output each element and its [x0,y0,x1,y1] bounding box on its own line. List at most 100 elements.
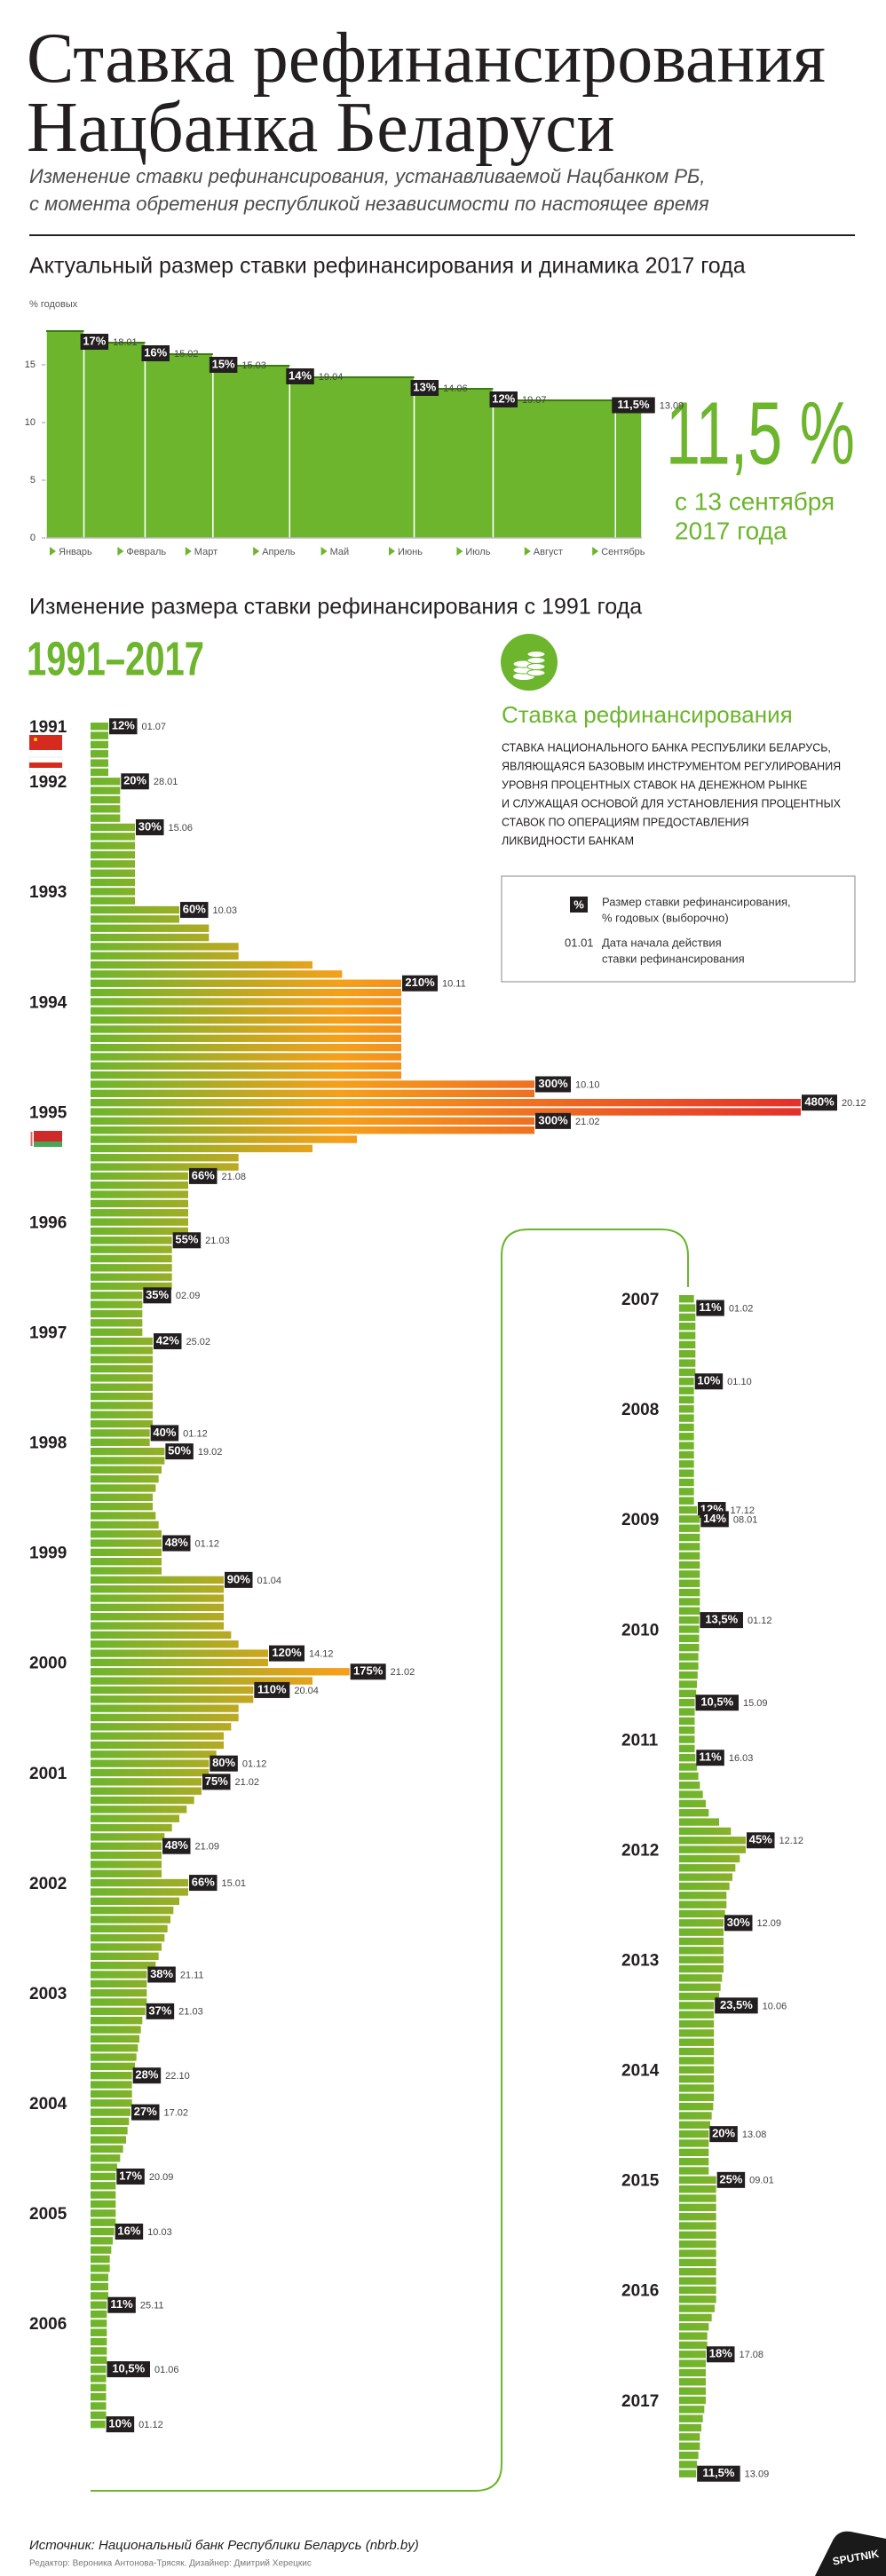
bar [91,740,108,749]
bar [91,1878,188,1887]
date-label: 15.09 [743,1698,768,1709]
value-label-box [107,2296,136,2313]
bar [679,1992,719,2001]
bar [91,1098,801,1107]
bar [91,1594,224,1602]
date-label: 19.04 [319,372,344,383]
bar [679,1782,700,1790]
date-label: 19.07 [522,395,547,406]
bar [679,2194,716,2202]
date-label: 15.01 [222,1878,247,1889]
value-label: 12% [112,719,135,732]
bar [679,2029,715,2037]
date-label: 18.01 [113,337,138,348]
bar [91,1851,162,1860]
bar [679,2157,709,2166]
date-label: 16.03 [729,1753,754,1764]
bar [679,1588,700,1597]
date-label: 28.01 [154,777,178,787]
bar [679,1864,736,1872]
value-label-box [696,1750,724,1766]
bar [91,1576,224,1584]
bar [679,1698,695,1707]
bar [679,2139,709,2147]
value-label: 10,5% [112,2362,145,2375]
value-label: 27% [134,2105,157,2118]
value-label-box [695,1695,739,1711]
bar [91,1631,232,1640]
bar [91,1897,179,1905]
value-label-box [141,345,170,361]
bar [91,1924,168,1932]
date-label: 17.02 [164,2107,189,2118]
info-text: СТАВКА НАЦИОНАЛЬНОГО БАНКА РЕСПУБЛИКИ БЕ… [502,741,842,847]
value-label-box [189,1167,218,1184]
value-label: 300% [538,1113,568,1126]
bar [679,1680,697,1688]
bar [91,1025,401,1033]
connector [91,1229,689,2492]
bar [679,2249,716,2257]
bar [91,2237,113,2245]
bar [91,2044,138,2052]
bar [91,1998,147,2006]
bar [91,1135,357,1143]
year-label: 1997 [29,1324,67,1342]
value-label-box [136,818,164,835]
bar [91,878,135,887]
date-label: 15.06 [169,823,194,834]
date-label: 17.12 [731,1505,755,1516]
bar [91,1144,312,1153]
bar [91,1686,254,1695]
info-line: ЯВЛЯЮЩАЯСЯ БАЗОВЫМ ИНСТРУМЕНТОМ РЕГУЛИРО… [502,760,841,772]
date-label: 12.12 [779,1836,804,1846]
bar [679,1790,703,1798]
bar [679,1827,732,1836]
bar [91,1089,534,1098]
bar [91,998,401,1006]
callout: 11,5 % с 13 сентября 2017 года [666,383,855,544]
bar [679,2406,705,2414]
bar [679,2047,715,2056]
bar [91,1172,188,1181]
bar [91,1658,268,1667]
bar [91,1438,150,1446]
bar [91,1502,153,1511]
date-label: 21.08 [222,1172,247,1182]
year-label: 2000 [29,1655,67,1673]
bar [91,1814,179,1822]
bar [91,1961,156,1970]
bar [679,1708,695,1716]
bar [91,1154,239,1162]
bar [91,750,108,758]
value-label-box [225,1571,253,1588]
bar [91,1374,153,1382]
value-label: 11,5% [702,2466,735,2479]
bar [679,2313,712,2322]
bar [91,833,135,841]
bar [679,2167,709,2175]
value-label: 40% [153,1426,176,1439]
date-label: 22.10 [165,2071,190,2082]
bar [91,2264,110,2272]
bar [91,2117,130,2126]
bar [91,842,135,849]
month-marker [524,547,531,556]
bar [91,1529,162,1538]
value-label-box [350,1663,386,1680]
bar [91,943,239,951]
date-label: 01.02 [729,1303,754,1314]
bar [91,1007,401,1015]
bar [679,2002,715,2010]
bar [91,1383,153,1391]
value-label: 17% [119,2169,142,2182]
bar [679,1378,694,1386]
value-label-box [700,1511,729,1528]
bar [679,2011,715,2019]
year-label: 1991 [29,718,67,737]
bar [91,723,108,731]
bar [679,1423,694,1432]
bar [91,2347,107,2355]
bar [679,2286,716,2295]
bar [679,1837,746,1845]
